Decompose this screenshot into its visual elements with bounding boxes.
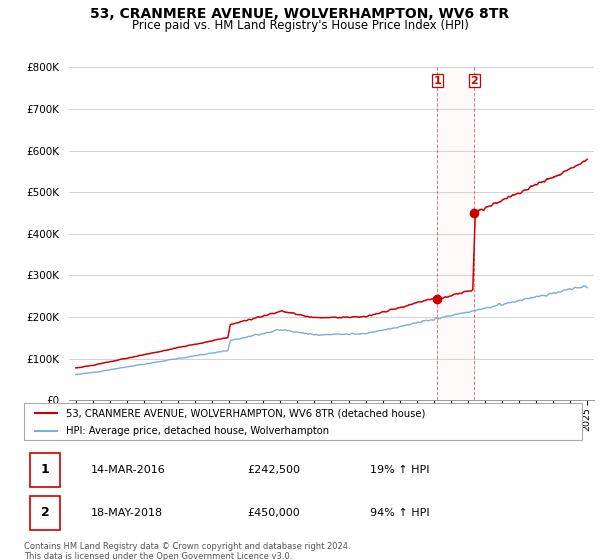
Text: £450,000: £450,000 (247, 508, 300, 518)
Bar (437, 67, 475, 400)
Text: 14-MAR-2016: 14-MAR-2016 (91, 465, 166, 475)
Bar (29, 452, 60, 487)
Text: 94% ↑ HPI: 94% ↑ HPI (370, 508, 430, 518)
Text: 53, CRANMERE AVENUE, WOLVERHAMPTON, WV6 8TR: 53, CRANMERE AVENUE, WOLVERHAMPTON, WV6 … (91, 7, 509, 21)
Text: £242,500: £242,500 (247, 465, 300, 475)
Bar (29, 496, 60, 530)
Text: Price paid vs. HM Land Registry's House Price Index (HPI): Price paid vs. HM Land Registry's House … (131, 19, 469, 32)
Text: Contains HM Land Registry data © Crown copyright and database right 2024.
This d: Contains HM Land Registry data © Crown c… (24, 542, 350, 560)
Text: 18-MAY-2018: 18-MAY-2018 (91, 508, 163, 518)
Text: 19% ↑ HPI: 19% ↑ HPI (370, 465, 430, 475)
Text: 1: 1 (433, 76, 441, 86)
Text: 2: 2 (41, 506, 49, 520)
Text: HPI: Average price, detached house, Wolverhampton: HPI: Average price, detached house, Wolv… (66, 426, 329, 436)
Text: 53, CRANMERE AVENUE, WOLVERHAMPTON, WV6 8TR (detached house): 53, CRANMERE AVENUE, WOLVERHAMPTON, WV6 … (66, 408, 425, 418)
Text: 2: 2 (470, 76, 478, 86)
Text: 1: 1 (41, 463, 49, 477)
